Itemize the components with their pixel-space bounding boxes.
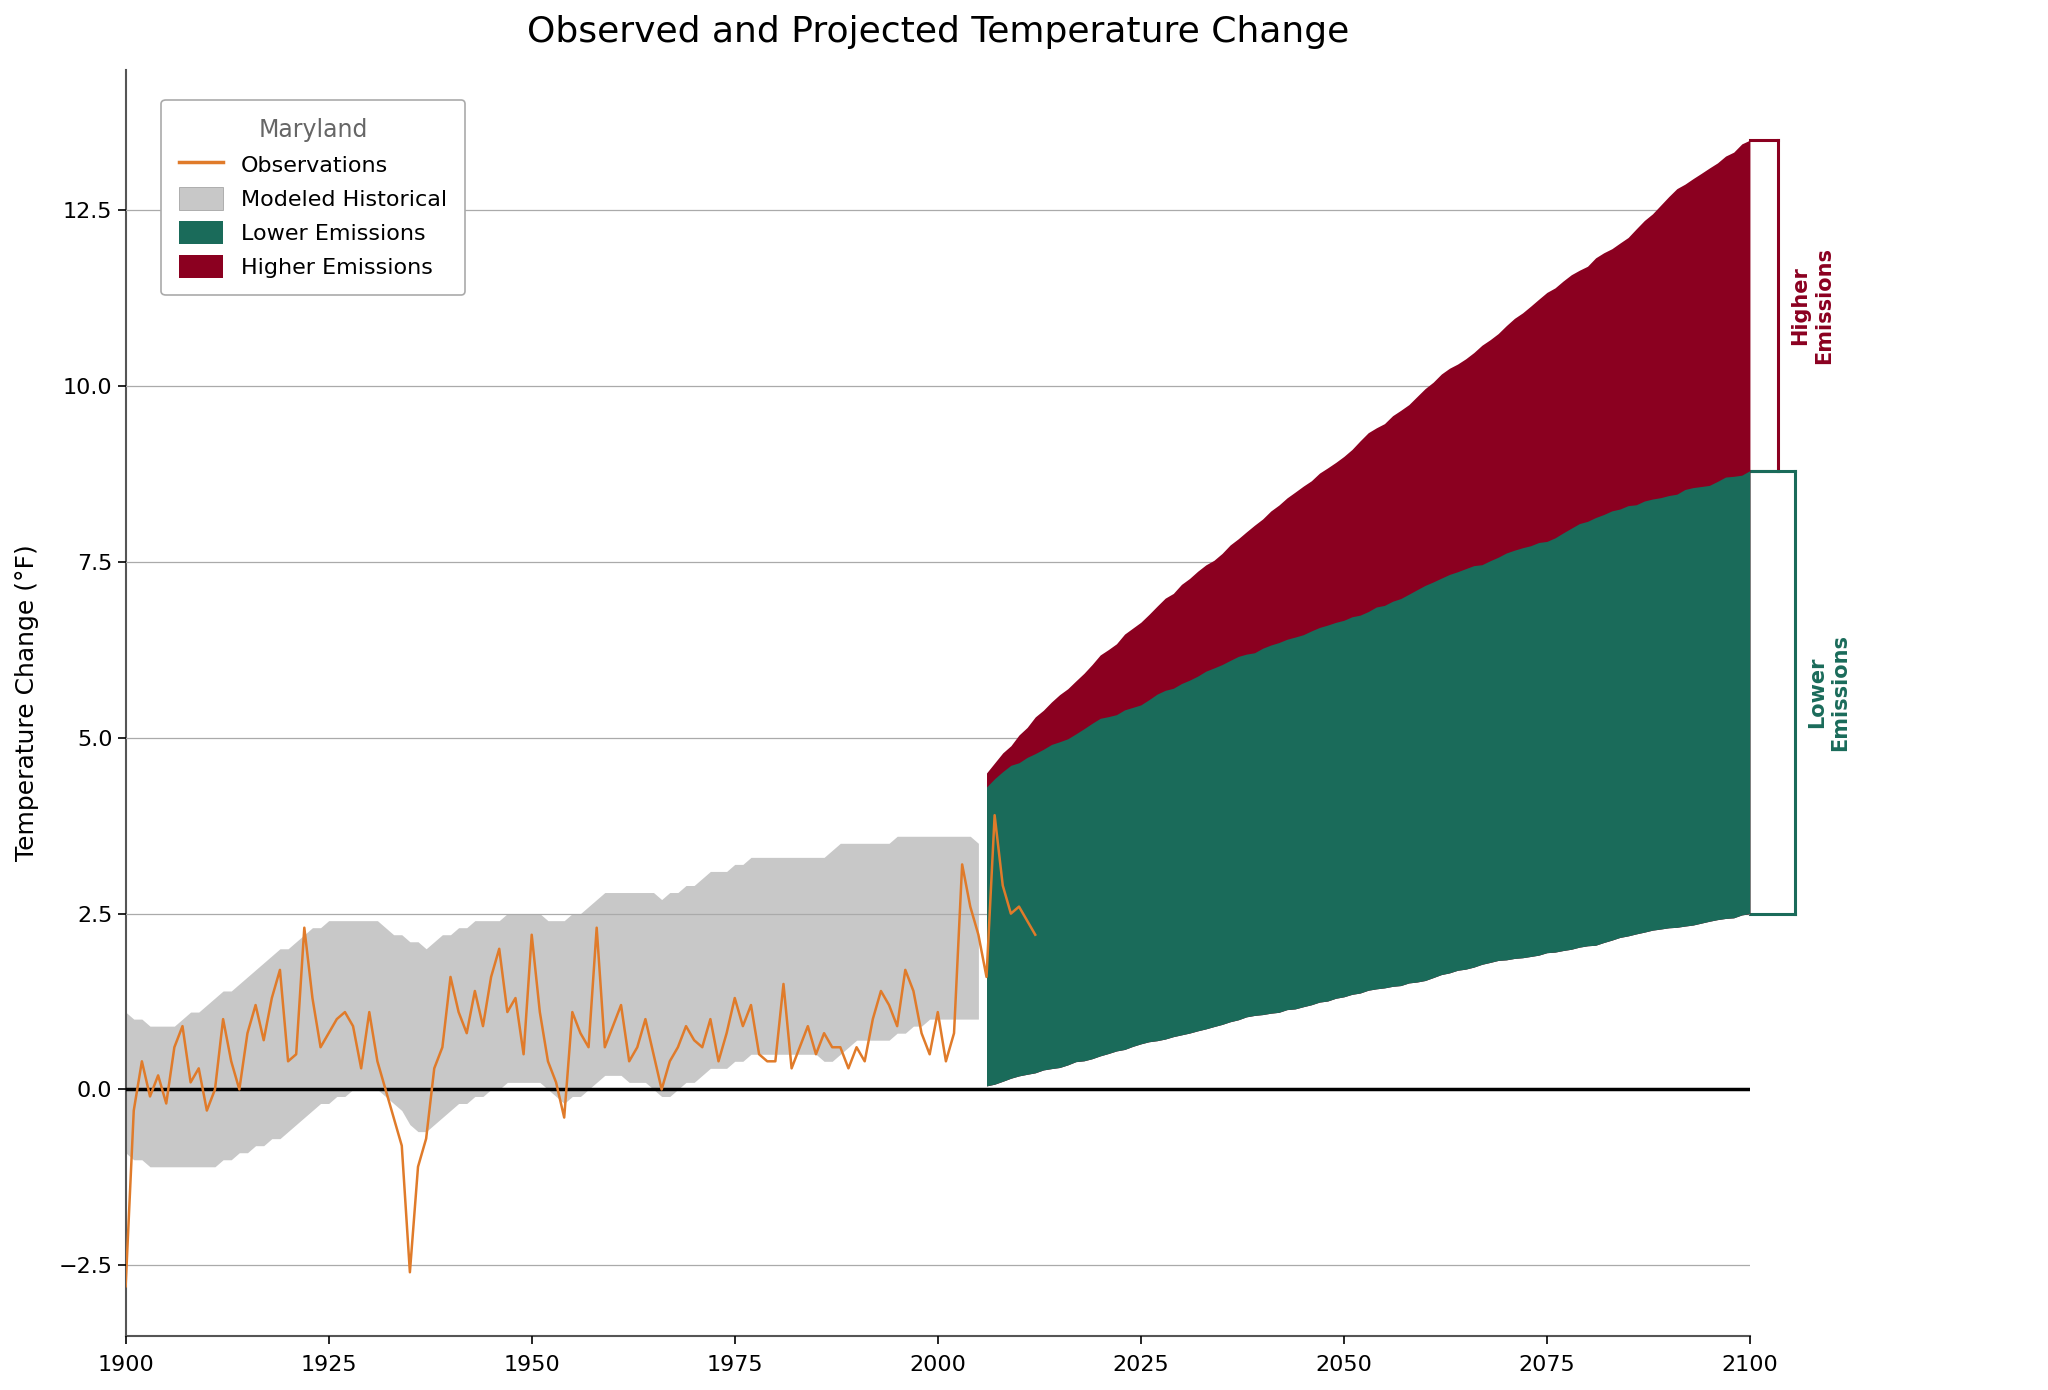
Legend: Observations, Modeled Historical, Lower Emissions, Higher Emissions: Observations, Modeled Historical, Lower … (162, 100, 465, 296)
Title: Observed and Projected Temperature Change: Observed and Projected Temperature Chang… (526, 15, 1350, 49)
Y-axis label: Temperature Change (°F): Temperature Change (°F) (14, 545, 39, 860)
Text: Lower
Emissions: Lower Emissions (1806, 634, 1849, 751)
Text: Higher
Emissions: Higher Emissions (1790, 247, 1833, 364)
